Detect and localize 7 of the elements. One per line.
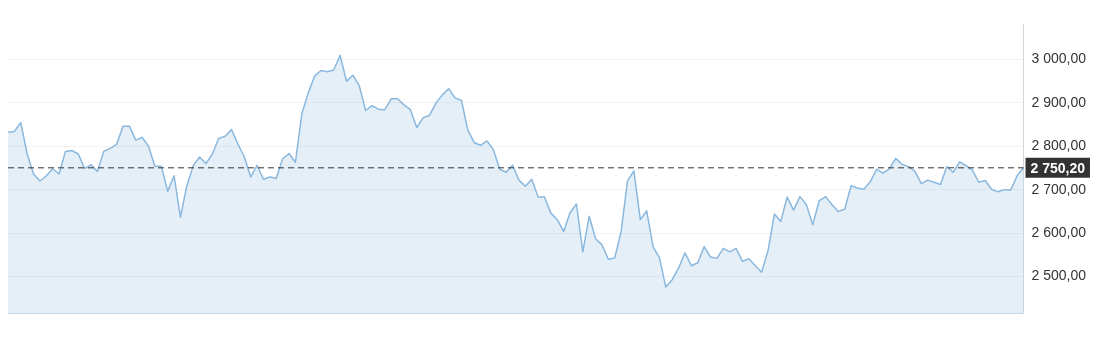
ref-line-label: 2 750,20 xyxy=(1030,159,1086,176)
y-tick-label: 2 700,00 xyxy=(1031,180,1087,197)
y-tick-label: 3 000,00 xyxy=(1031,50,1087,67)
y-tick-label: 2 900,00 xyxy=(1031,93,1087,110)
y-tick-label: 2 500,00 xyxy=(1031,267,1087,284)
y-tick-label: 2 800,00 xyxy=(1031,137,1087,154)
y-tick-label: 2 600,00 xyxy=(1031,224,1087,241)
